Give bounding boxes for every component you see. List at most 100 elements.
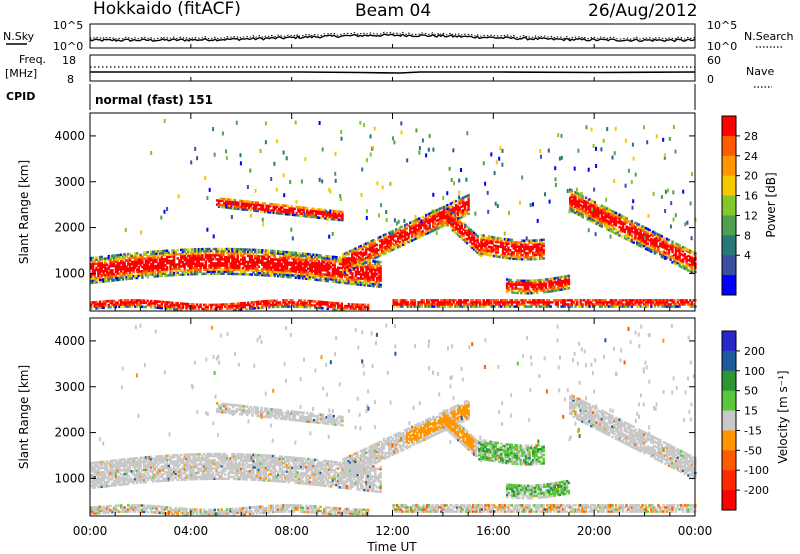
power-cell [176,253,179,256]
power-cell [296,301,299,304]
power-cell [194,258,197,261]
power-cell [540,244,544,248]
power-cell [345,261,348,265]
power-cell [314,278,317,281]
power-cell [523,247,526,251]
power-cell [451,220,454,223]
power-cell [308,269,312,273]
power-cell [333,262,336,265]
power-cell [535,241,538,244]
power-cell [282,265,285,268]
power-cell [107,277,110,281]
power-cell [523,243,526,247]
power-cell [391,232,394,236]
power-cell [511,291,514,294]
power-cell [213,266,216,269]
power-cell [560,155,563,160]
power-cell [501,247,505,251]
power-cell [183,273,186,276]
power-cell [146,267,149,270]
power-cell [471,232,474,235]
power-cell [300,274,303,278]
power-cell [217,268,220,271]
power-cell [242,208,245,211]
power-cell [300,272,303,276]
power-cell [312,304,315,307]
power-cell [317,272,320,276]
power-cell [125,273,128,277]
power-cell [261,304,264,307]
power-cell [363,307,366,311]
power-cell [160,304,163,308]
power-cell [308,299,312,303]
power-cell [551,281,555,284]
power-cell [157,254,160,257]
power-cell [379,273,382,276]
power-cell [354,257,357,261]
power-cell [303,211,306,216]
power-cell [216,203,219,206]
power-cell [236,256,239,259]
power-cell [220,256,223,259]
power-cell [578,192,581,197]
power-cell [264,140,267,145]
power-cell [148,303,151,307]
power-cell [337,278,340,282]
power-cell [379,283,382,287]
power-cell [345,307,349,310]
power-cell [337,210,341,213]
power-cell [593,201,597,204]
power-cell [167,255,170,259]
power-cell [240,304,243,307]
power-cell [250,301,253,304]
power-cell [324,273,328,276]
power-cell [448,207,451,210]
power-cell [244,202,247,205]
power-cell [360,305,363,309]
power-cell [451,229,455,232]
power-cell [539,255,542,258]
power-cell [208,268,211,271]
power-cell [433,218,437,221]
power-cell [450,225,453,228]
power-cell [157,306,160,309]
power-cell [558,284,562,287]
power-cell [451,218,455,222]
power-cell [261,271,264,275]
power-cell [256,207,259,211]
power-cell [225,247,229,251]
power-cell [215,272,218,275]
power-cell [448,211,451,214]
power-cell [446,211,449,215]
power-cell [221,205,224,209]
power-cell [246,204,249,207]
power-cell [238,268,241,272]
power-cell [134,258,137,261]
power-cell [222,272,225,275]
power-cell [372,239,375,242]
power-cell [249,209,252,212]
power-cell [338,262,342,266]
power-cell [236,258,239,261]
power-cell [516,291,519,295]
power-cell [321,279,324,282]
power-cell [528,283,532,287]
power-cell [521,279,525,283]
power-cell [128,275,132,278]
power-cell [360,269,363,272]
power-cell [379,267,382,270]
power-cell [539,249,542,252]
power-cell [105,277,109,281]
power-cell [224,262,227,265]
power-cell [300,262,303,265]
power-cell [155,275,158,278]
power-cell [439,223,442,227]
power-cell [241,304,245,307]
power-cell [455,226,458,229]
power-cell [523,287,526,291]
power-cell [523,258,526,261]
power-cell [354,274,358,278]
power-cell [356,268,359,272]
power-cell [118,268,121,271]
power-cell [330,276,333,279]
